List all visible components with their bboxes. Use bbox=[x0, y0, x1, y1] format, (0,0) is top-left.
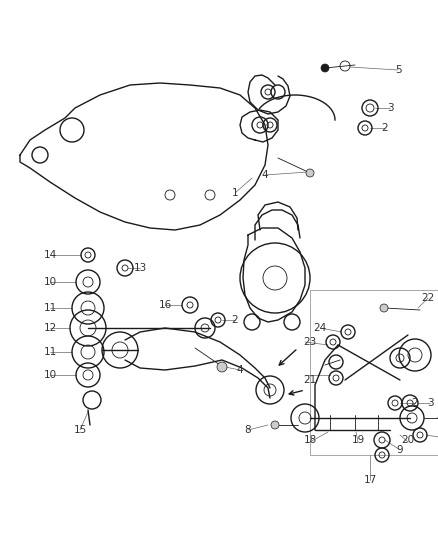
Text: 4: 4 bbox=[237, 365, 244, 375]
Text: 8: 8 bbox=[245, 425, 251, 435]
Text: 19: 19 bbox=[351, 435, 364, 445]
Text: 21: 21 bbox=[304, 375, 317, 385]
Text: 4: 4 bbox=[261, 170, 268, 180]
Text: 9: 9 bbox=[397, 445, 403, 455]
Text: 3: 3 bbox=[427, 398, 433, 408]
Circle shape bbox=[306, 169, 314, 177]
Text: 13: 13 bbox=[134, 263, 147, 273]
Circle shape bbox=[321, 64, 329, 72]
Text: 1: 1 bbox=[232, 188, 238, 198]
Text: 20: 20 bbox=[402, 435, 414, 445]
Text: 11: 11 bbox=[43, 347, 57, 357]
Text: 10: 10 bbox=[43, 370, 57, 380]
Text: 17: 17 bbox=[364, 475, 377, 485]
Text: 24: 24 bbox=[313, 323, 327, 333]
Text: 16: 16 bbox=[159, 300, 172, 310]
Text: 11: 11 bbox=[43, 303, 57, 313]
Circle shape bbox=[271, 421, 279, 429]
Text: 18: 18 bbox=[304, 435, 317, 445]
Circle shape bbox=[380, 304, 388, 312]
Text: 12: 12 bbox=[43, 323, 57, 333]
Text: 5: 5 bbox=[395, 65, 401, 75]
Text: 15: 15 bbox=[74, 425, 87, 435]
Text: 22: 22 bbox=[421, 293, 434, 303]
Text: 2: 2 bbox=[381, 123, 389, 133]
Text: 23: 23 bbox=[304, 337, 317, 347]
Text: 14: 14 bbox=[43, 250, 57, 260]
Text: 3: 3 bbox=[387, 103, 393, 113]
Bar bbox=[310, 290, 438, 455]
Text: 2: 2 bbox=[412, 398, 418, 408]
Text: 10: 10 bbox=[43, 277, 57, 287]
Circle shape bbox=[217, 362, 227, 372]
Text: 2: 2 bbox=[232, 315, 238, 325]
